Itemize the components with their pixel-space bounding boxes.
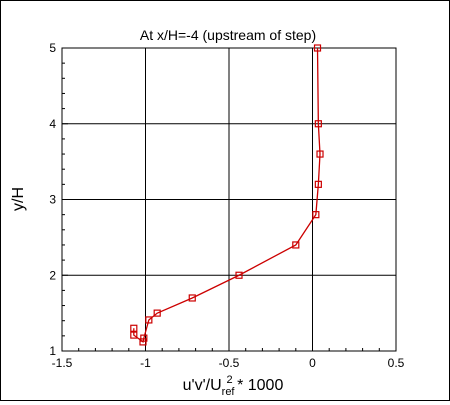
data-point-marker xyxy=(316,150,324,158)
x-tick-label: 0.5 xyxy=(388,356,405,370)
data-point-marker xyxy=(140,334,148,342)
x-axis-label-superscript: 2 xyxy=(227,374,233,386)
data-point-marker xyxy=(314,180,322,188)
x-axis-label-main: u'v'/U xyxy=(183,377,222,394)
x-tick-label: 0 xyxy=(309,356,316,370)
x-axis-ticks: -1.5 -1 -0.5 0 0.5 xyxy=(52,345,405,370)
grid-lines xyxy=(62,48,396,351)
chart-title: At x/H=-4 (upstream of step) xyxy=(140,27,316,43)
y-tick-label: 5 xyxy=(49,41,56,55)
y-tick-label: 1 xyxy=(49,344,56,358)
x-axis-label-subscript: ref xyxy=(222,386,236,398)
x-tick-label: -1 xyxy=(140,356,151,370)
x-tick-label: -1.5 xyxy=(52,356,73,370)
data-series xyxy=(130,44,324,346)
data-point-marker xyxy=(188,294,196,302)
y-axis-label: y/H xyxy=(10,187,27,211)
y-tick-label: 2 xyxy=(49,268,56,282)
data-point-marker xyxy=(314,120,322,128)
data-point-marker xyxy=(130,324,138,332)
y-tick-label: 3 xyxy=(49,193,56,207)
data-point-marker xyxy=(139,338,147,346)
data-point-marker xyxy=(312,211,320,219)
series-line xyxy=(133,47,321,344)
data-point-marker xyxy=(313,44,322,52)
y-axis-ticks: 1 2 3 4 5 xyxy=(49,41,68,358)
data-point-marker xyxy=(153,309,161,317)
x-axis-label-tail: * 1000 xyxy=(233,377,284,394)
data-point-marker xyxy=(292,241,300,249)
data-point-marker xyxy=(145,316,153,324)
x-tick-label: -0.5 xyxy=(219,356,240,370)
data-point-marker xyxy=(235,271,243,279)
x-axis-label: u'v'/Uref2 * 1000 xyxy=(183,374,284,398)
y-tick-label: 4 xyxy=(49,117,56,131)
data-point-marker xyxy=(130,331,138,339)
plot-area xyxy=(61,47,397,352)
